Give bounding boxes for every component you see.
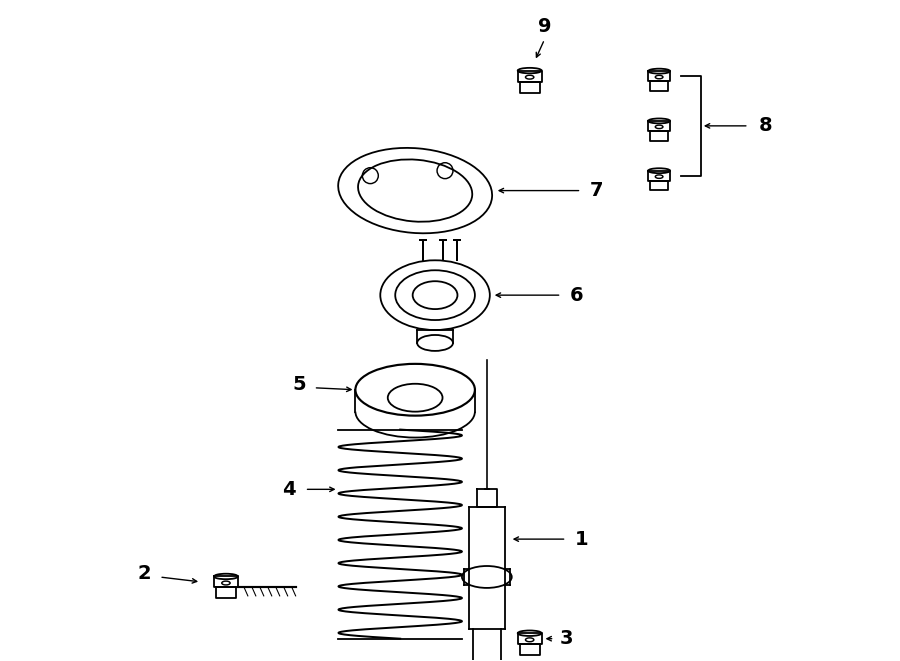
Text: 8: 8 [759,116,772,136]
Text: 4: 4 [282,480,296,499]
Text: 7: 7 [590,181,603,200]
Text: 6: 6 [570,286,583,305]
Text: 1: 1 [574,529,588,549]
Text: 9: 9 [538,17,552,36]
Text: 5: 5 [292,375,306,394]
Text: 2: 2 [138,564,151,584]
Text: 3: 3 [560,629,573,648]
